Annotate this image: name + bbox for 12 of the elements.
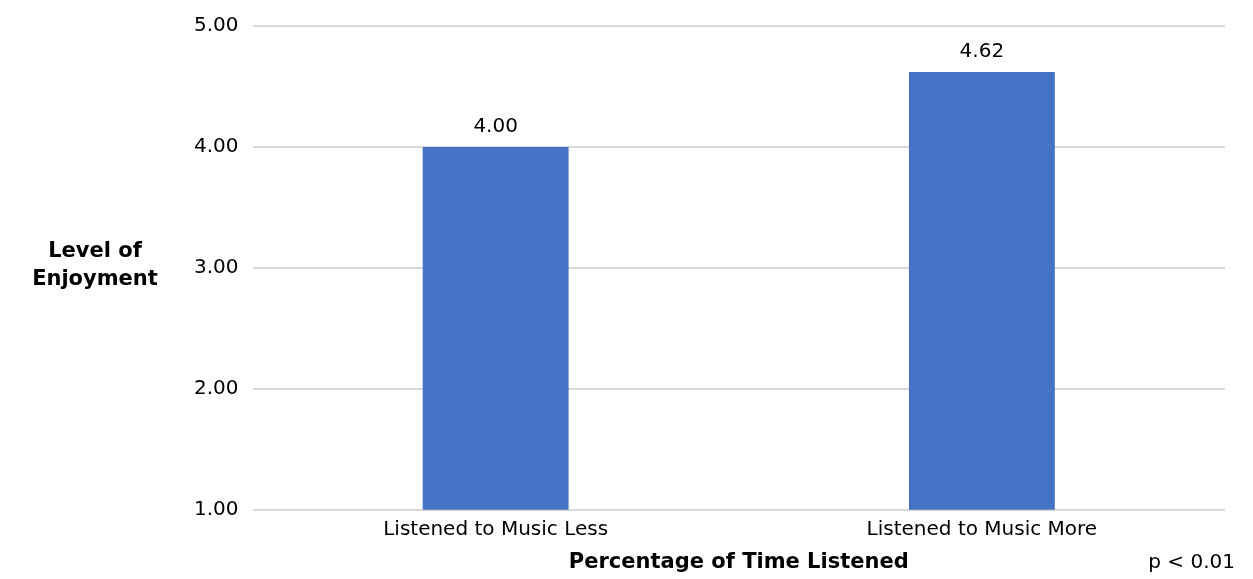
y-tick-label: 1.00 (194, 496, 239, 520)
data-label: 4.00 (473, 113, 518, 138)
y-tick-label: 2.00 (194, 375, 239, 400)
y-tick-label: 5.00 (194, 12, 239, 37)
x-tick-label: Listened to Music Less (383, 516, 609, 540)
y-axis-title: Level of Enjoyment (31, 237, 159, 292)
data-label: 4.62 (959, 38, 1005, 63)
text: p < 0.01 (1148, 549, 1235, 573)
x-tick-label: Listened to Music More (866, 516, 1098, 540)
x-axis-title: Percentage of Time Listened (568, 548, 909, 573)
y-tick-label: 3.00 (194, 254, 239, 279)
y-tick-label: 4.00 (194, 133, 239, 158)
